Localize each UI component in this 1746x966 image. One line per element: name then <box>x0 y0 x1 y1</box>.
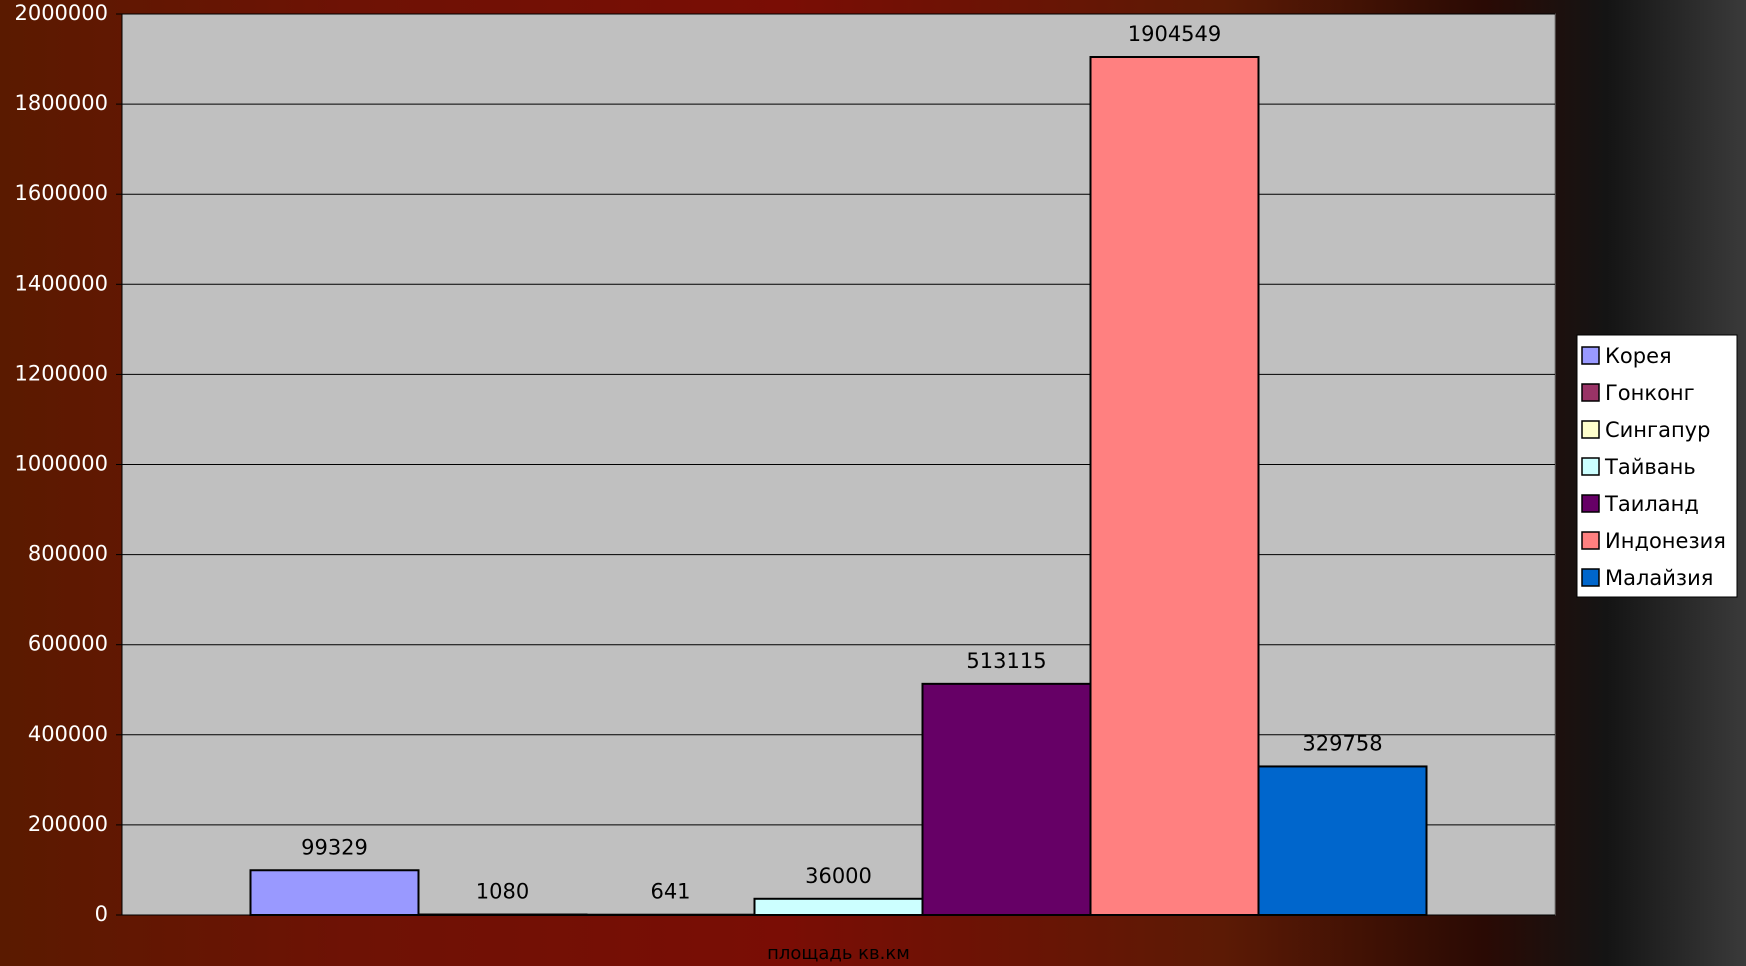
y-tick-label: 1200000 <box>14 361 108 385</box>
legend-swatch <box>1581 346 1600 365</box>
legend-label: Корея <box>1605 344 1672 368</box>
y-tick-label: 200000 <box>28 812 108 836</box>
data-label: 1904549 <box>1128 22 1222 46</box>
data-label: 641 <box>650 880 690 904</box>
y-tick-label: 1000000 <box>14 452 108 476</box>
bar <box>1257 765 1428 917</box>
data-label: 513115 <box>966 649 1046 673</box>
legend-label: Сингапур <box>1605 418 1710 442</box>
data-label: 329758 <box>1302 731 1382 755</box>
data-label: 99329 <box>301 835 368 859</box>
y-tick-label: 2000000 <box>14 1 108 25</box>
y-tick-label: 1600000 <box>14 181 108 205</box>
data-label: 1080 <box>476 880 529 904</box>
bar <box>1089 56 1260 917</box>
data-label: 36000 <box>805 864 872 888</box>
legend-box <box>1576 334 1738 598</box>
x-tick-label: площадь кв.км <box>767 943 910 964</box>
legend-swatch <box>1581 420 1600 439</box>
bar <box>753 897 924 916</box>
legend-swatch <box>1581 568 1600 587</box>
y-tick-label: 600000 <box>28 632 108 656</box>
bar <box>249 869 420 916</box>
legend-label: Малайзия <box>1605 566 1713 590</box>
y-tick-label: 800000 <box>28 542 108 566</box>
legend-swatch <box>1581 531 1600 550</box>
legend-swatch <box>1581 457 1600 476</box>
legend-label: Гонконг <box>1605 381 1695 405</box>
legend-swatch <box>1581 494 1600 513</box>
legend-label: Таиланд <box>1604 492 1699 516</box>
legend-label: Индонезия <box>1605 529 1726 553</box>
legend-swatch <box>1581 383 1600 402</box>
y-tick-label: 1400000 <box>14 271 108 295</box>
y-tick-label: 0 <box>95 902 108 926</box>
y-tick-label: 1800000 <box>14 91 108 115</box>
y-tick-label: 400000 <box>28 722 108 746</box>
bar <box>921 682 1092 916</box>
legend-label: Тайвань <box>1604 455 1696 479</box>
